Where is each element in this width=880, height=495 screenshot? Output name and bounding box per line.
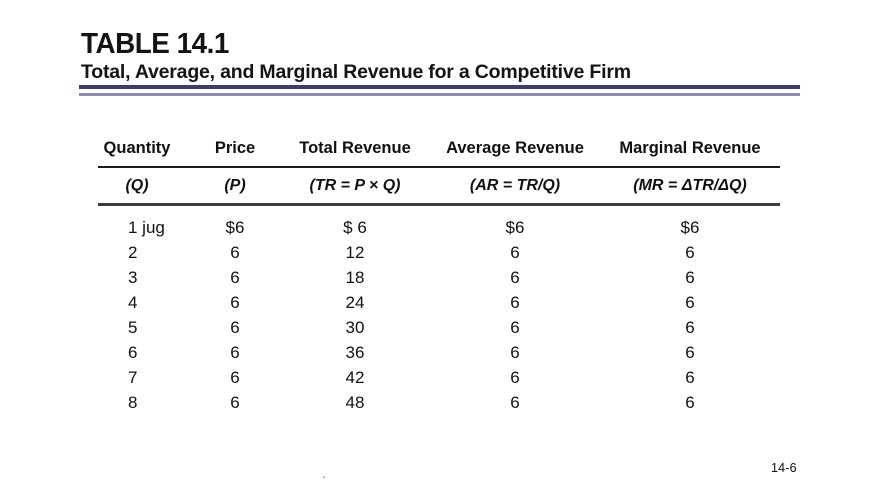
- table-cell: 6: [128, 343, 138, 362]
- col-subheader-average-revenue: (AR = TR/Q): [430, 167, 600, 206]
- table-cell: 6: [230, 293, 240, 312]
- table-row: 7 6 42 6 6: [98, 365, 780, 390]
- table-row: 2 6 12 6 6: [98, 240, 780, 265]
- table-cell: 42: [345, 368, 365, 387]
- col-subheader-marginal-revenue: (MR = ΔTR/ΔQ): [600, 167, 780, 206]
- table-cell: 3: [128, 268, 138, 287]
- table-cell: 6: [510, 293, 520, 312]
- col-header-quantity: Quantity: [98, 131, 190, 168]
- table-cell: 6: [510, 243, 520, 262]
- footer-dot: .: [322, 466, 326, 481]
- table-cell: 6: [685, 343, 695, 362]
- table-cell: 36: [345, 343, 365, 362]
- col-subheader-price: (P): [190, 167, 280, 206]
- col-subheader-quantity: (Q): [98, 167, 190, 206]
- table-cell: 6: [230, 368, 240, 387]
- table-row: 4 6 24 6 6: [98, 290, 780, 315]
- table-cell: 12: [345, 243, 365, 262]
- table-cell: 24: [345, 293, 365, 312]
- revenue-table: Quantity Price Total Revenue Average Rev…: [98, 131, 780, 415]
- table-subheader-row: (Q) (P) (TR = P × Q) (AR = TR/Q) (MR = Δ…: [98, 167, 780, 206]
- table-row: 8 6 48 6 6: [98, 390, 780, 415]
- col-header-price: Price: [190, 131, 280, 168]
- table-cell: 48: [345, 393, 365, 412]
- table-cell: 18: [345, 268, 365, 287]
- title-underline-light-bar: [79, 93, 800, 96]
- table-cell: $6: [680, 218, 700, 237]
- table-cell: 6: [230, 243, 240, 262]
- table-cell: 8: [128, 393, 138, 412]
- table-cell: 6: [685, 268, 695, 287]
- table-cell: 6: [510, 268, 520, 287]
- table-cell: 6: [685, 393, 695, 412]
- table-cell: 6: [510, 393, 520, 412]
- table-cell: 6: [685, 243, 695, 262]
- table-cell: $6: [505, 218, 525, 237]
- table-cell: 4: [128, 293, 138, 312]
- table-row: 3 6 18 6 6: [98, 265, 780, 290]
- table-cell: 6: [510, 368, 520, 387]
- title-underline: [79, 85, 800, 96]
- table-cell: 6: [685, 293, 695, 312]
- table-cell: 6: [510, 343, 520, 362]
- col-header-marginal-revenue: Marginal Revenue: [600, 131, 780, 168]
- slide-title: TABLE 14.1: [81, 28, 229, 60]
- table-cell: 2: [128, 243, 138, 262]
- table-cell: 6: [230, 393, 240, 412]
- table-row: 5 6 30 6 6: [98, 315, 780, 340]
- table-cell: 6: [685, 368, 695, 387]
- table-cell: 6: [685, 318, 695, 337]
- table-row: 1 jug $6 $ 6 $6 $6: [98, 205, 780, 241]
- table-cell: $ 6: [343, 218, 367, 237]
- table-row: 6 6 36 6 6: [98, 340, 780, 365]
- col-header-average-revenue: Average Revenue: [430, 131, 600, 168]
- table-header-row: Quantity Price Total Revenue Average Rev…: [98, 131, 780, 168]
- slide-subtitle: Total, Average, and Marginal Revenue for…: [81, 61, 631, 83]
- title-underline-dark-bar: [79, 85, 800, 89]
- table-cell: $6: [225, 218, 245, 237]
- table-cell: 30: [345, 318, 365, 337]
- table-cell: 7: [128, 368, 138, 387]
- table-cell: 6: [230, 268, 240, 287]
- table-cell: 6: [230, 318, 240, 337]
- table-cell: 1 jug: [128, 218, 165, 237]
- table-cell: 6: [230, 343, 240, 362]
- page-number: 14-6: [771, 461, 797, 475]
- col-header-total-revenue: Total Revenue: [280, 131, 430, 168]
- table-cell: 5: [128, 318, 138, 337]
- col-subheader-total-revenue: (TR = P × Q): [280, 167, 430, 206]
- table-cell: 6: [510, 318, 520, 337]
